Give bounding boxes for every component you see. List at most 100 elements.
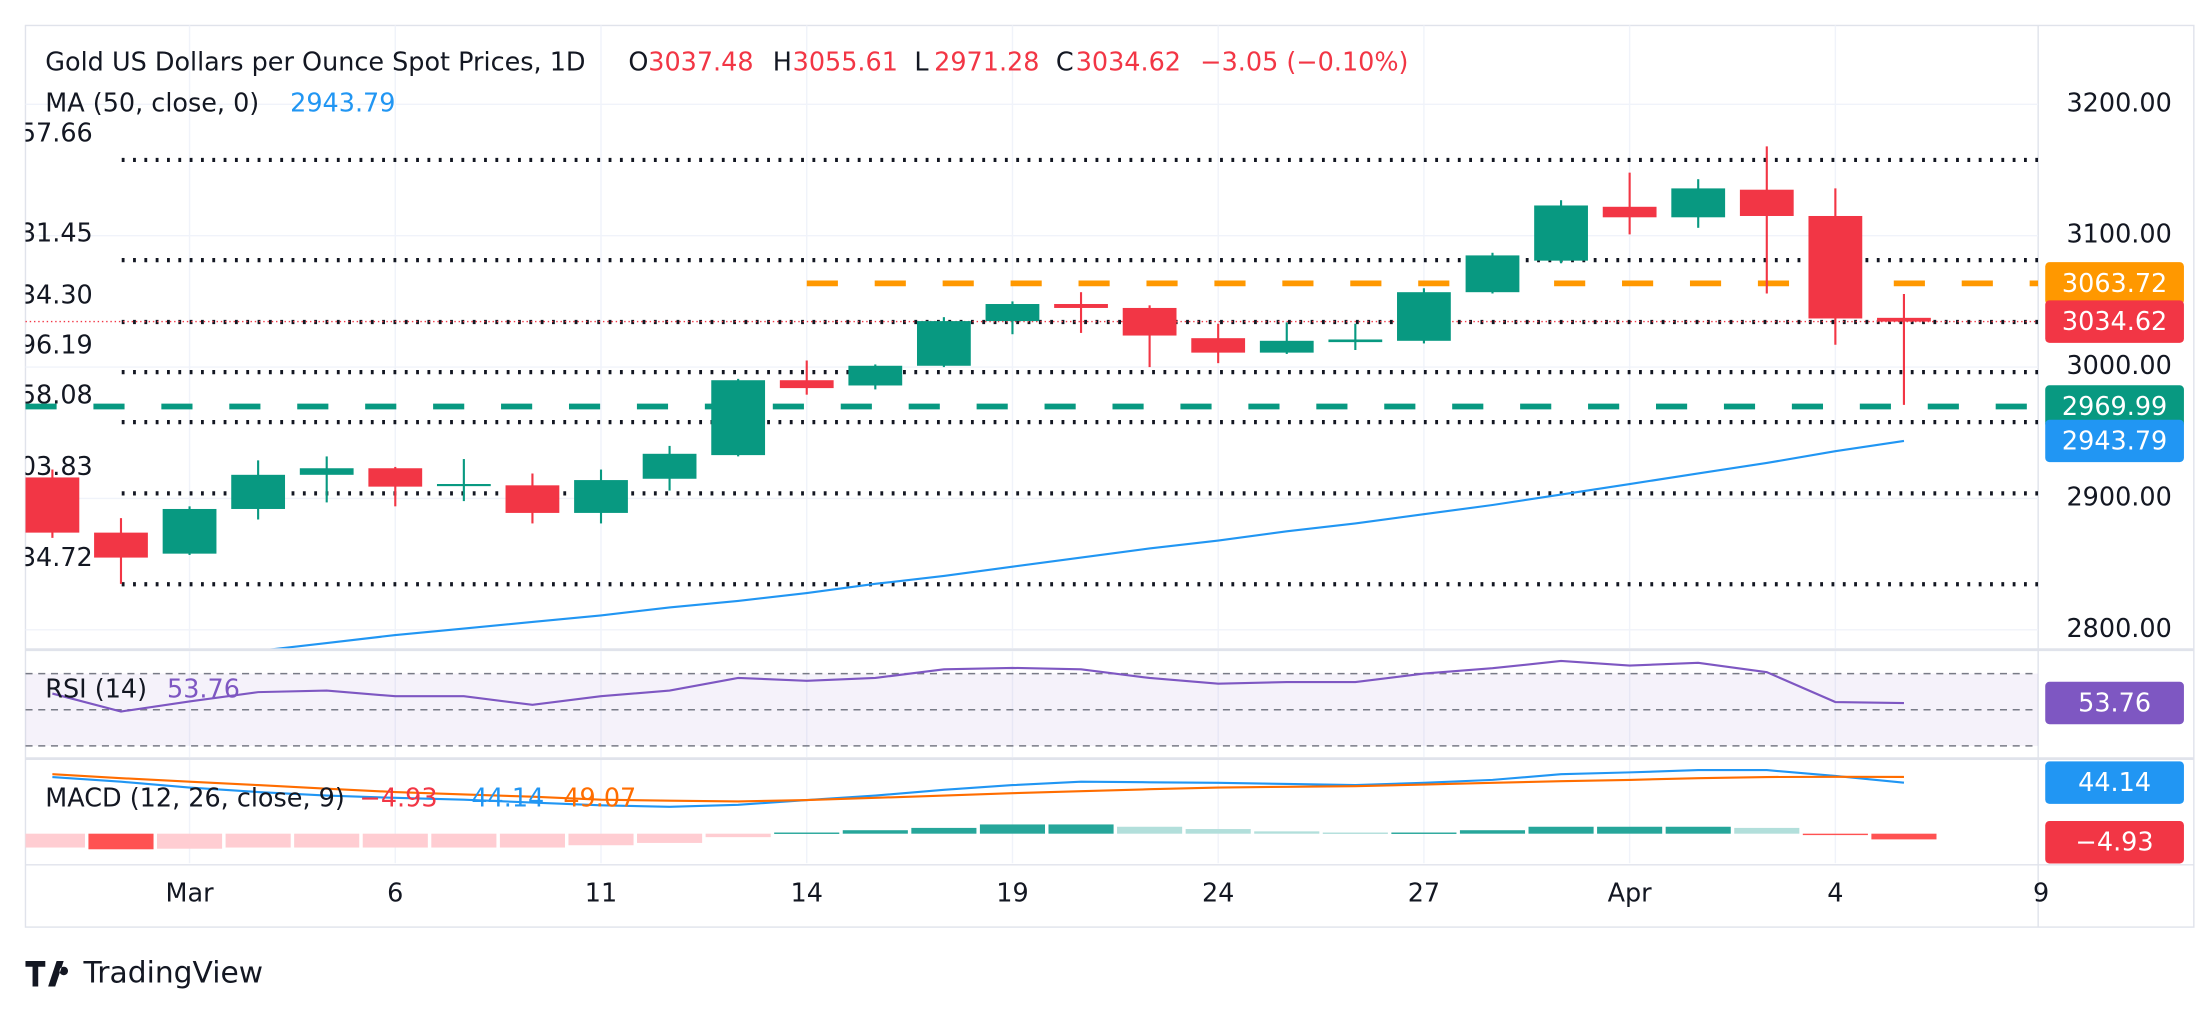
rsi-line [52, 659, 1904, 713]
candle-body [231, 474, 286, 509]
macd-histogram-bar [705, 833, 771, 838]
candle-body [1328, 339, 1383, 343]
x-tick-label: Apr [1608, 879, 1653, 909]
candle-body [916, 321, 971, 366]
macd-histogram-bar [499, 833, 565, 848]
macd-histogram-bar [225, 833, 291, 848]
candle-body [162, 508, 217, 554]
y-tick-label: 3000.00 [2066, 351, 2171, 381]
legend-macd-value: 49.07 [563, 784, 636, 814]
macd-histogram-bar [979, 824, 1046, 834]
candle-body [779, 380, 834, 389]
macd-histogram-bar [1597, 826, 1663, 834]
macd-line [52, 769, 1905, 808]
brand: TradingView [83, 955, 264, 990]
last-price-badge: 3034.62 [2062, 307, 2167, 337]
macd-histogram-bar [1048, 824, 1114, 834]
macd-histogram-bar [88, 833, 154, 850]
macd-histogram-bar [1459, 830, 1526, 834]
candle-body [1397, 292, 1451, 341]
macd-histogram-bar [568, 833, 634, 846]
ma-badge: 2943.79 [2062, 426, 2167, 456]
candle-body [94, 532, 148, 558]
macd-histogram-bar [774, 832, 840, 834]
candle-body [642, 453, 697, 479]
macd-hist-badge-bg [2045, 820, 2184, 864]
tradingview-logo: TradingView [25, 955, 263, 990]
line-badge-bg [2045, 262, 2184, 305]
candle-body [1122, 307, 1177, 336]
overlay: 2800.00 2900.00 3000.00 3100.00 3200.00 Mar 6 1… [45, 48, 2184, 909]
macd-histogram-bar [1802, 833, 1868, 836]
candle-body [25, 477, 80, 533]
fib-level-label: 31.45 [20, 219, 93, 249]
ohlc-letter: H [773, 48, 792, 78]
macd-histogram-bar [1871, 833, 1937, 840]
candle-body [711, 380, 766, 456]
ohlc-letter: L [914, 48, 929, 78]
candle-body [1602, 206, 1657, 218]
change-label: −3.05 (−0.10%) [1200, 48, 1408, 78]
candle-body [1739, 189, 1794, 216]
candle-body [1877, 317, 1931, 322]
x-tick-label: 9 [2033, 879, 2049, 909]
x-tick-label: 14 [791, 879, 823, 909]
macd-histogram-bar [911, 827, 977, 834]
legend-rsi: RSI (14) [45, 675, 147, 705]
legend-macd-hist: −4.93 [360, 784, 438, 814]
line-badge: 2969.99 [2062, 392, 2167, 422]
fib-level-label: 96.19 [20, 331, 93, 361]
ohlc-value: 3037.48 [648, 48, 753, 78]
candle-body [505, 485, 560, 513]
macd-histogram-bar [637, 833, 703, 843]
macd-histogram-bar [1185, 829, 1251, 834]
legend-ma-value: 2943.79 [290, 89, 395, 119]
candle-body [1259, 340, 1314, 353]
y-tick-label: 3200.00 [2066, 88, 2171, 118]
macd-histogram-bar [1528, 826, 1594, 834]
candle-body [1054, 304, 1108, 308]
y-tick-label: 2800.00 [2066, 614, 2171, 644]
candle-body [574, 480, 628, 513]
ohlc-value: 2971.28 [934, 48, 1039, 78]
fib-level-label: 34.72 [20, 543, 93, 573]
fib-level-label: 03.83 [20, 452, 93, 482]
ma-badge-bg [2045, 419, 2184, 463]
legend-macd-value: 44.14 [471, 784, 544, 814]
signal-line [52, 773, 1904, 803]
x-tick-label: 24 [1202, 879, 1234, 909]
y-tick-label: 2900.00 [2066, 482, 2171, 512]
x-tick-label: 4 [1827, 879, 1843, 909]
fib-level-label: 34.30 [20, 281, 93, 311]
line-badge-bg [2045, 385, 2184, 428]
ohlc-value: 3055.61 [793, 48, 898, 78]
x-tick-label: 11 [585, 879, 617, 909]
candle-body [985, 304, 1040, 322]
macd-histogram-bar [842, 830, 908, 834]
candle-body [1534, 205, 1588, 261]
chart-title: Gold US Dollars per Ounce Spot Prices, 1… [45, 48, 585, 78]
line-badge: 3063.72 [2062, 269, 2167, 299]
macd-histogram-bar [294, 833, 360, 848]
x-tick-label: 27 [1408, 879, 1440, 909]
macd-histogram-bar [431, 833, 497, 848]
macd-histogram-bar [1117, 826, 1183, 834]
ohlc-letter: C [1056, 48, 1074, 78]
macd-histogram-bar [362, 833, 428, 848]
macd-badge: 44.14 [2078, 768, 2151, 798]
candle-body [368, 468, 423, 487]
legend-ma: MA (50, close, 0) [45, 89, 259, 119]
legend-rsi-value: 53.76 [167, 675, 240, 705]
macd-histogram-bar [1254, 831, 1320, 834]
ohlc-value: 3034.62 [1076, 48, 1181, 78]
macd-histogram-bar [1734, 827, 1800, 834]
candle-body [299, 468, 354, 475]
rsi-badge: 53.76 [2078, 688, 2151, 718]
fib-level-label: 57.66 [20, 118, 93, 148]
candle-body [848, 365, 903, 386]
last-price-badge-bg [2045, 300, 2184, 343]
x-tick-label: 6 [387, 879, 403, 909]
